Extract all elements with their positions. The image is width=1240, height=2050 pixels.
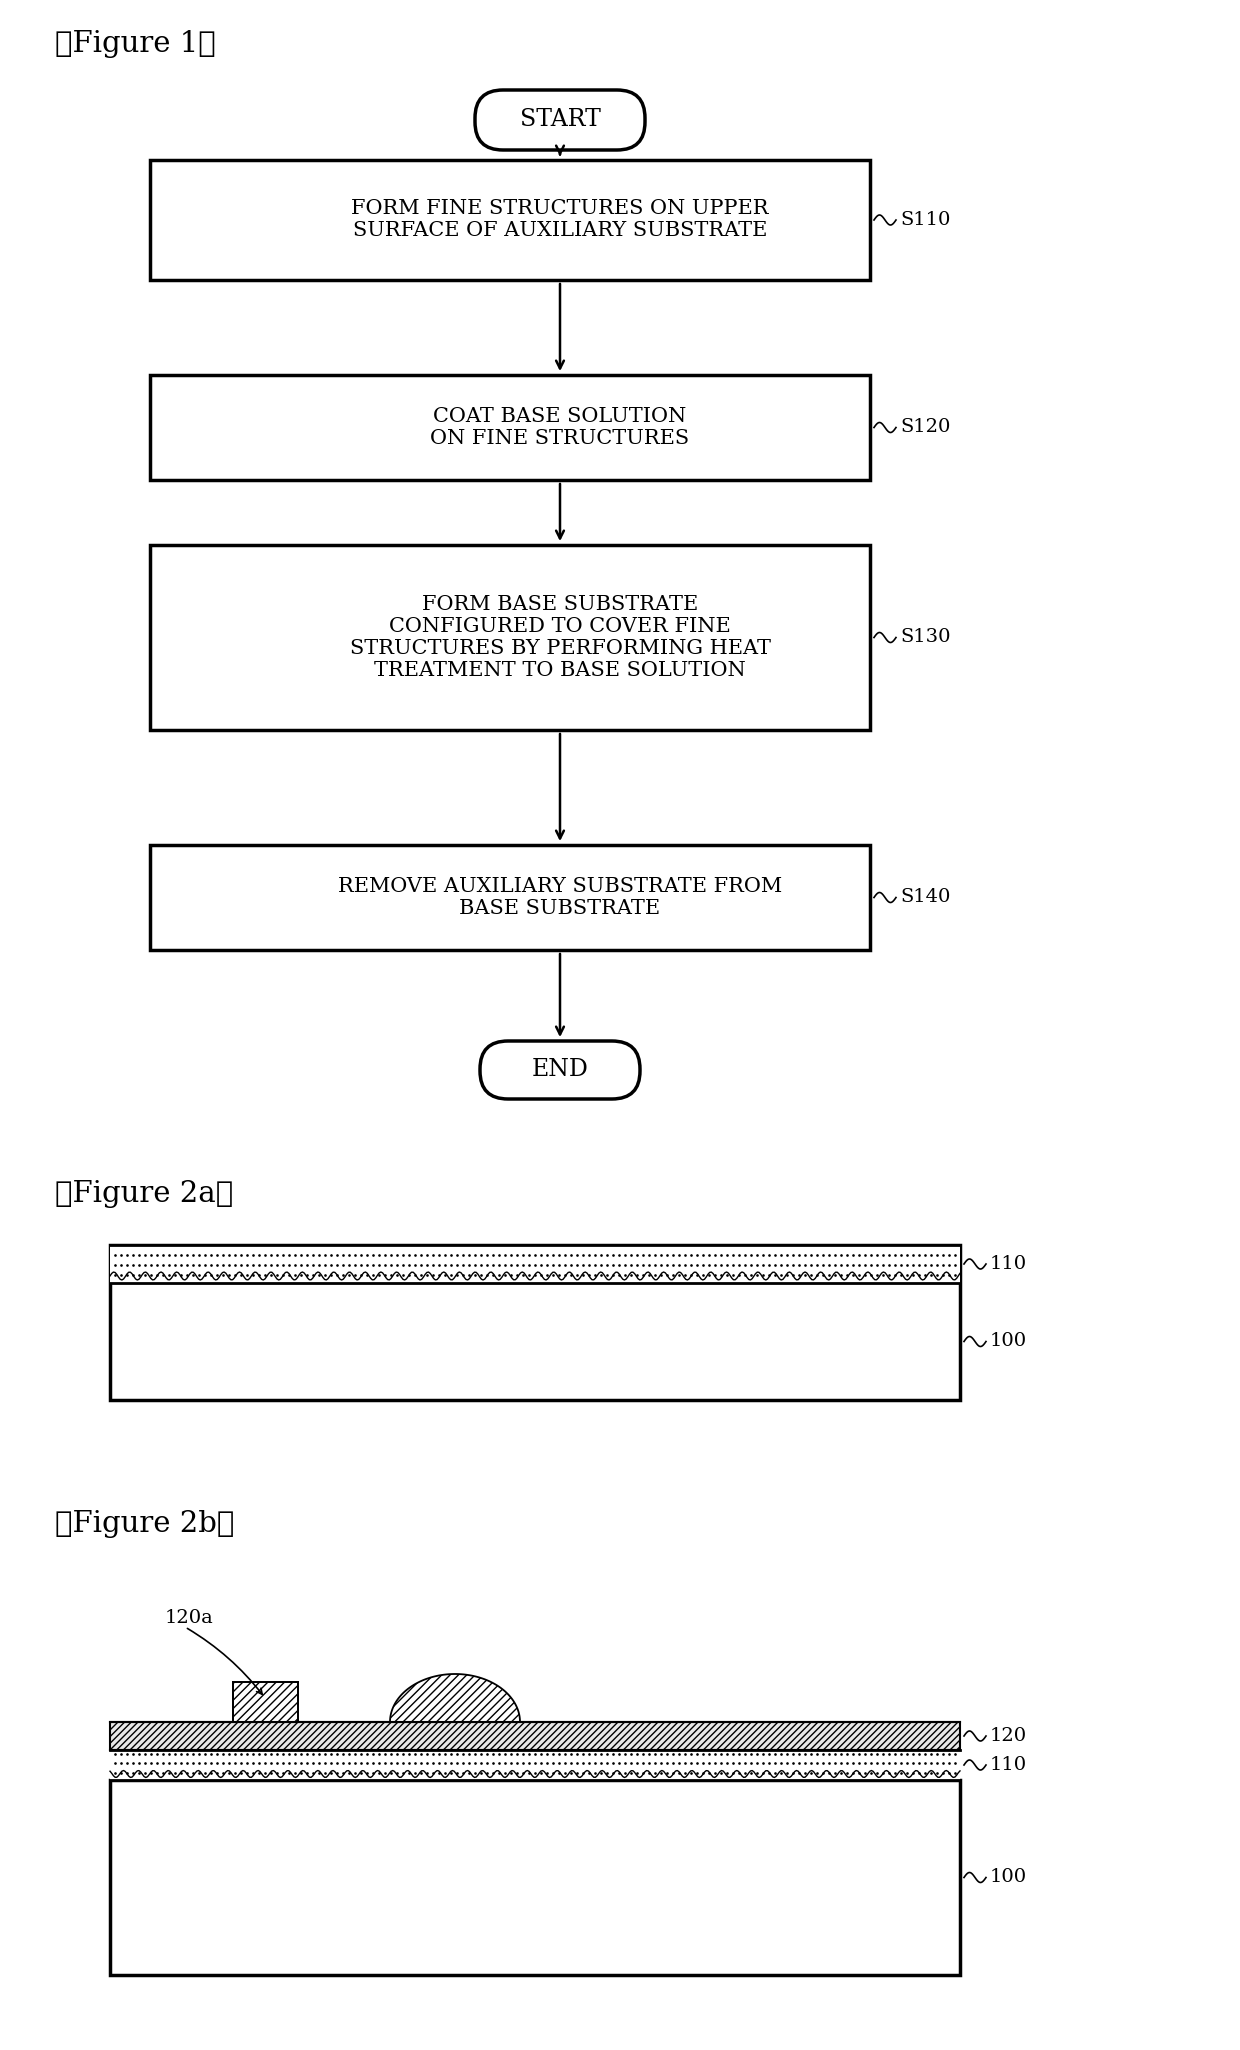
FancyBboxPatch shape [480,1041,640,1099]
Text: FORM FINE STRUCTURES ON UPPER
SURFACE OF AUXILIARY SUBSTRATE: FORM FINE STRUCTURES ON UPPER SURFACE OF… [351,199,769,240]
FancyBboxPatch shape [475,90,645,150]
Bar [150,375,870,480]
Text: END: END [532,1058,589,1082]
Bar [110,1779,960,1974]
Text: 『Figure 1』: 『Figure 1』 [55,31,216,57]
Text: 120a: 120a [165,1609,213,1628]
Bar [110,1244,960,1400]
Text: 100: 100 [990,1868,1027,1886]
Text: S130: S130 [900,629,951,646]
Text: S120: S120 [900,418,950,437]
Bar [110,1722,960,1751]
Text: 100: 100 [990,1332,1027,1351]
Text: 110: 110 [990,1255,1027,1273]
Text: S110: S110 [900,211,950,230]
Bar [150,845,870,949]
Bar [110,1244,960,1283]
Bar [233,1681,298,1722]
Text: 110: 110 [990,1757,1027,1773]
Bar [150,160,870,281]
Text: 『Figure 2a』: 『Figure 2a』 [55,1181,233,1207]
Text: REMOVE AUXILIARY SUBSTRATE FROM
BASE SUBSTRATE: REMOVE AUXILIARY SUBSTRATE FROM BASE SUB… [339,877,782,918]
Bar [150,545,870,730]
Text: S140: S140 [900,888,950,906]
Text: 120: 120 [990,1726,1027,1745]
Polygon shape [391,1675,520,1722]
Text: 『Figure 2b』: 『Figure 2b』 [55,1511,234,1538]
Text: FORM BASE SUBSTRATE
CONFIGURED TO COVER FINE
STRUCTURES BY PERFORMING HEAT
TREAT: FORM BASE SUBSTRATE CONFIGURED TO COVER … [350,594,770,681]
Bar [110,1751,960,1779]
Text: START: START [520,109,600,131]
Text: COAT BASE SOLUTION
ON FINE STRUCTURES: COAT BASE SOLUTION ON FINE STRUCTURES [430,408,689,449]
